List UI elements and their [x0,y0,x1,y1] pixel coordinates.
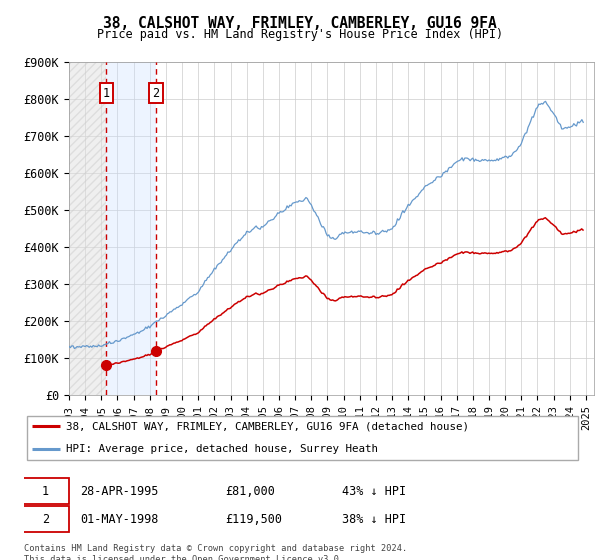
FancyBboxPatch shape [27,416,578,460]
Text: 1: 1 [103,87,110,100]
Text: 2: 2 [152,87,160,100]
Bar [69,62,106,395]
Text: 43% ↓ HPI: 43% ↓ HPI [342,484,406,498]
Text: Contains HM Land Registry data © Crown copyright and database right 2024.
This d: Contains HM Land Registry data © Crown c… [24,544,407,560]
Text: 38% ↓ HPI: 38% ↓ HPI [342,512,406,526]
Text: 2: 2 [41,512,49,526]
Text: 38, CALSHOT WAY, FRIMLEY, CAMBERLEY, GU16 9FA (detached house): 38, CALSHOT WAY, FRIMLEY, CAMBERLEY, GU1… [66,421,469,431]
Bar [106,62,156,395]
Text: 38, CALSHOT WAY, FRIMLEY, CAMBERLEY, GU16 9FA: 38, CALSHOT WAY, FRIMLEY, CAMBERLEY, GU1… [103,16,497,31]
FancyBboxPatch shape [21,478,68,505]
Text: £81,000: £81,000 [225,484,275,498]
Text: £119,500: £119,500 [225,512,282,526]
Text: HPI: Average price, detached house, Surrey Heath: HPI: Average price, detached house, Surr… [66,444,378,454]
Text: 28-APR-1995: 28-APR-1995 [80,484,158,498]
Text: Price paid vs. HM Land Registry's House Price Index (HPI): Price paid vs. HM Land Registry's House … [97,28,503,41]
Text: 01-MAY-1998: 01-MAY-1998 [80,512,158,526]
Text: 1: 1 [41,484,49,498]
FancyBboxPatch shape [21,506,68,533]
